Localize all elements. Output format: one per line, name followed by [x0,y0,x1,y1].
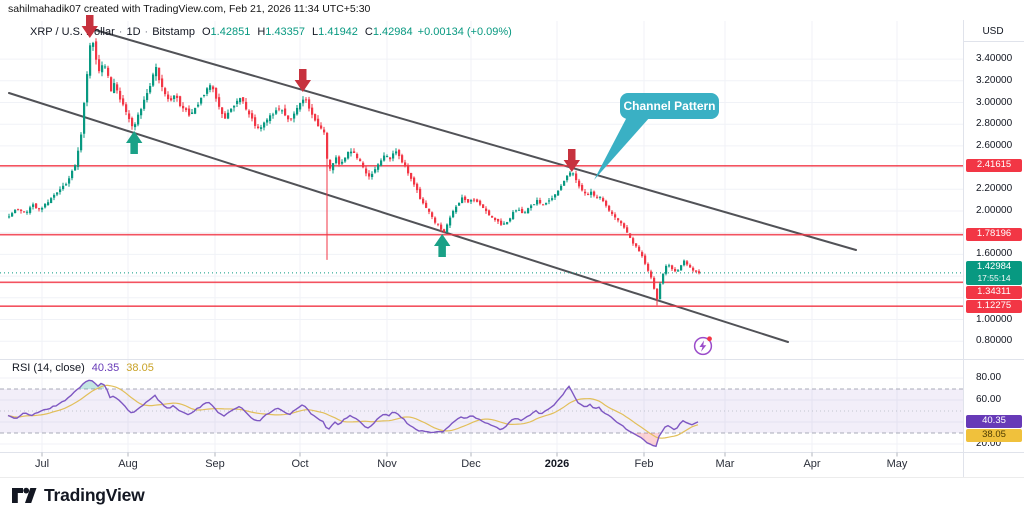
badge-value: 1.12275 [976,299,1012,311]
price-axis-label: 3.00000 [976,96,1013,108]
price-axis-label: 1.60000 [976,248,1013,260]
bar-countdown: 17:55:14 [977,272,1011,283]
badge-value: 2.41615 [976,159,1012,171]
rsi-value-badge: 40.35 [966,415,1022,429]
rsi-plot [7,379,699,448]
time-axis-label[interactable]: May [886,458,908,470]
price-axis-label: 1.00000 [976,313,1013,325]
price-axis-label: 2.00000 [976,205,1013,216]
tradingview-logo[interactable]: TradingView [12,485,145,506]
ohlc-number: 1.42984 [372,26,413,38]
tradingview-logo-text: TradingView [44,485,145,505]
time-axis-label[interactable]: Nov [377,458,397,470]
price-axis-label: 2.60000 [976,139,1013,151]
time-axis-label[interactable]: Aug [118,458,138,470]
time-axis-label[interactable]: Dec [461,458,481,470]
grid-layer [0,21,963,452]
time-axis-label[interactable]: Mar [715,458,735,470]
price-axis-label: 0.80000 [976,335,1013,347]
ohlc-letter: H [257,26,266,38]
price-level-lines[interactable] [0,165,963,307]
symbol-name[interactable]: XRP / U.S. Dollar [30,26,115,38]
rsi-axis-label: 80.00 [976,372,1002,383]
time-axis-label[interactable]: Feb [634,458,654,470]
rsi-current-value: 40.35 [91,362,120,374]
separator-dot: · [144,26,149,38]
badge-value: 1.78196 [976,228,1012,240]
time-axis-label[interactable]: Sep [205,458,225,470]
price-axis-label: 2.80000 [976,118,1013,130]
badge-value: 40.35 [982,415,1006,427]
rsi-ma-badge: 38.05 [966,429,1022,443]
ohlc-values: O1.42851 H1.43357 L1.41942 C1.42984 [195,26,413,38]
ohlc-number: 1.43357 [265,26,306,38]
price-axis-label: 3.20000 [976,74,1013,86]
time-axis-label[interactable]: 2026 [544,458,570,470]
symbol-header: XRP / U.S. Dollar · 1D · Bitstamp O1.42851 H1.… [30,26,512,38]
time-axis-label[interactable]: Oct [291,458,309,470]
ohlc-letter: C [364,26,373,38]
price-level-badge: 1.78196 [966,228,1022,242]
ohlc-letter: O [201,26,211,38]
badge-value: 1.42984 [976,260,1012,272]
rsi-ma-value: 38.05 [126,362,154,374]
price-level-badge: 1.34311 [966,285,1022,299]
separator-dot: · [118,26,123,38]
badge-value: 38.05 [982,429,1006,441]
time-axis-label[interactable]: Jul [34,458,50,470]
attribution-text: sahilmahadik07 created with TradingView.… [8,3,371,15]
current-price-badge: 1.42984 17:55:14 [966,260,1022,285]
rsi-title-text: RSI (14, close) [12,362,85,374]
interval-value[interactable]: 1D [126,26,141,38]
price-axis-label: 3.40000 [976,53,1013,65]
rsi-indicator-legend[interactable]: RSI (14, close) 40.35 38.05 [12,362,154,374]
rsi-axis-label: 20.00 [976,438,1002,449]
change-value: +0.00134 (+0.09%) [417,26,512,38]
time-axis-label[interactable]: Apr [803,458,821,470]
price-axis-currency: USD [982,26,1004,37]
channel-pattern-callout[interactable]: Channel Pattern [620,93,719,119]
price-level-badge: 2.41615 [966,159,1022,173]
candles-layer [8,38,701,306]
rsi-axis-label: 60.00 [976,394,1002,405]
badge-value: 1.34311 [977,285,1011,297]
rsi-band [0,388,963,434]
ohlc-number: 1.42851 [210,26,251,38]
tradingview-logo-icon [12,487,37,503]
pane-separators [0,20,1024,478]
price-axis-label: 2.20000 [976,183,1013,195]
exchange-name: Bitstamp [152,26,195,38]
channel-lines[interactable] [8,26,857,343]
price-level-badge: 1.12275 [966,299,1022,313]
ohlc-letter: L [312,26,319,38]
ohlc-number: 1.41942 [318,26,358,38]
